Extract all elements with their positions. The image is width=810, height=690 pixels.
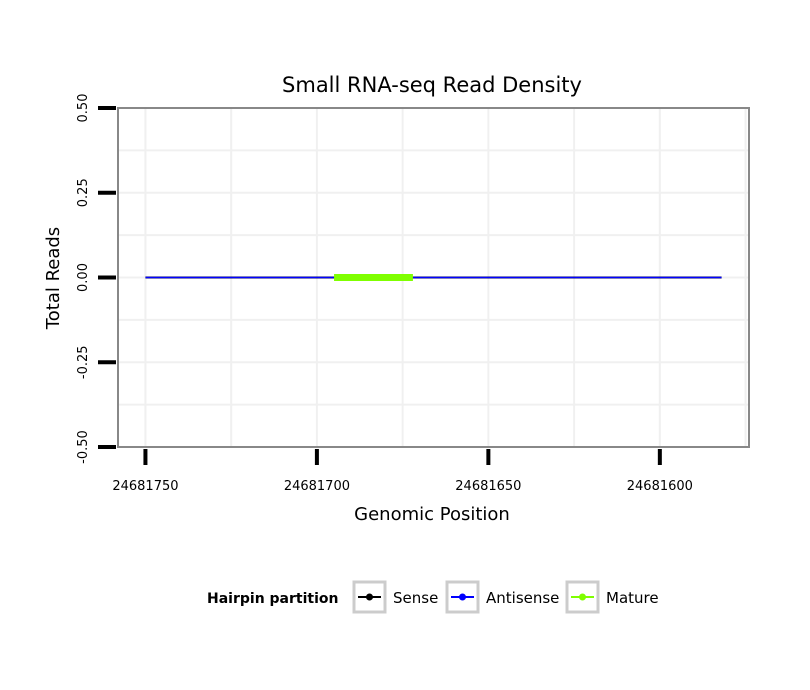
x-tick-label: 24681750 — [112, 479, 178, 494]
legend-label: Antisense — [486, 589, 559, 607]
x-axis-title: Genomic Position — [354, 504, 510, 525]
x-tick-label: 24681650 — [455, 479, 521, 494]
legend-label: Sense — [393, 589, 438, 607]
y-axis: 0.50 0.25 0.00 -0.25 -0.50 — [76, 94, 116, 464]
y-tick-label: -0.50 — [76, 430, 91, 464]
x-tick-label: 24681600 — [627, 479, 693, 494]
legend-key-point — [459, 593, 466, 601]
legend-key-point — [366, 593, 373, 601]
y-tick-label: -0.25 — [76, 345, 91, 379]
y-tick-label: 0.25 — [76, 178, 91, 207]
chart-title: Small RNA-seq Read Density — [282, 73, 582, 97]
x-axis: 24681750 24681700 24681650 24681600 — [112, 449, 693, 494]
y-tick-label: 0.00 — [76, 263, 91, 292]
plot-panel — [117, 107, 750, 448]
legend: Hairpin partition Sense Antisense Mature — [207, 580, 659, 614]
y-axis-title: Total Reads — [43, 227, 64, 330]
y-tick-label: 0.50 — [76, 94, 91, 123]
x-tick-label: 24681700 — [284, 479, 350, 494]
legend-label: Mature — [606, 589, 659, 607]
legend-title: Hairpin partition — [207, 591, 338, 607]
legend-key-point — [579, 593, 586, 601]
